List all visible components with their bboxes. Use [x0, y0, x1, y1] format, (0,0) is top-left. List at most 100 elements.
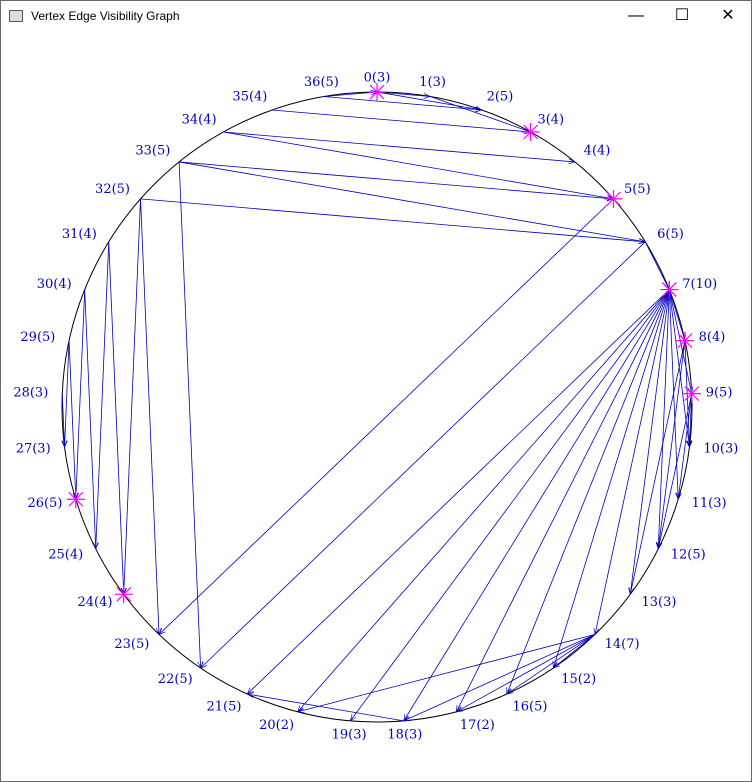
node-label: 25(4): [48, 548, 83, 563]
node-label: 35(4): [232, 89, 267, 104]
edge: [644, 241, 669, 290]
minimize-button[interactable]: —: [628, 7, 644, 24]
edge: [658, 289, 670, 549]
edge: [179, 161, 613, 199]
node-label: 28(3): [13, 386, 48, 401]
highlight-star: [682, 384, 701, 403]
edge: [668, 289, 691, 394]
edge: [159, 198, 614, 635]
edge: [595, 289, 670, 635]
edge: [630, 289, 670, 595]
edge: [553, 634, 596, 668]
highlight-star: [675, 331, 694, 350]
highlight-star: [660, 280, 679, 299]
edge: [430, 96, 530, 132]
node-label: 22(5): [158, 672, 193, 687]
node-label: 12(5): [671, 548, 706, 563]
edge: [62, 393, 64, 447]
edge: [350, 289, 670, 721]
close-button[interactable]: ✕: [721, 7, 735, 24]
edge: [179, 161, 645, 242]
boundary-circle: [61, 91, 693, 723]
node-label: 5(5): [624, 182, 651, 197]
edge: [298, 289, 670, 712]
node-label: 29(5): [20, 330, 55, 345]
node-label: 23(5): [114, 637, 149, 652]
edge: [376, 91, 430, 97]
edge: [456, 289, 670, 712]
edge: [456, 634, 596, 711]
edge: [96, 241, 110, 549]
edge: [678, 393, 693, 500]
node-label: 30(4): [37, 277, 72, 292]
node-label: 1(3): [419, 75, 446, 90]
edge: [630, 340, 686, 595]
edge: [76, 289, 86, 500]
node-label: 24(4): [78, 595, 113, 610]
node-label: 3(4): [537, 112, 564, 127]
node-label: 2(5): [487, 89, 514, 104]
app-icon: [9, 10, 23, 22]
node-label: 17(2): [460, 718, 495, 733]
edge: [507, 634, 596, 694]
maximize-button[interactable]: ☐: [674, 7, 690, 24]
edge: [140, 198, 646, 242]
edge: [247, 289, 670, 694]
edge: [404, 634, 596, 722]
edge: [84, 289, 96, 549]
node-label: 34(4): [182, 112, 217, 127]
node-label: 10(3): [703, 441, 738, 456]
node-label: 9(5): [706, 386, 733, 401]
edge: [404, 289, 670, 721]
edge: [223, 131, 575, 162]
node-label: 32(5): [95, 182, 130, 197]
node-label: 7(10): [682, 277, 717, 292]
node-label: 18(3): [387, 727, 422, 742]
window-controls: — ☐ ✕: [613, 1, 751, 31]
edge: [223, 131, 613, 199]
graph: 0(3) 1(3) 2(5) 3(4) 4(4) 5(5) 6(5) 7(10) 8(4) 9(5…: [13, 71, 738, 743]
highlight-star: [604, 189, 623, 208]
edge: [247, 694, 404, 722]
node-label: 31(4): [62, 227, 97, 242]
edge: [553, 289, 670, 668]
highlight-star: [114, 585, 133, 604]
edge: [298, 634, 596, 711]
node-label: 6(5): [657, 227, 684, 242]
highlight-star: [521, 123, 540, 142]
edge: [201, 241, 646, 668]
edge: [108, 241, 124, 594]
node-label: 20(2): [259, 718, 294, 733]
node-label: 4(4): [584, 144, 611, 159]
edge: [68, 340, 76, 500]
window-title: Vertex Edge Visibility Graph: [31, 9, 180, 23]
node-label: 21(5): [207, 699, 242, 714]
edge: [124, 198, 141, 594]
edge: [658, 340, 686, 549]
edge: [272, 109, 531, 132]
node-label: 26(5): [27, 496, 62, 511]
highlight-star: [66, 490, 85, 509]
edge: [65, 340, 70, 447]
edge: [376, 91, 482, 110]
edge: [658, 393, 693, 549]
node-label: 16(5): [513, 699, 548, 714]
node-label: 0(3): [364, 71, 391, 86]
title-bar: Vertex Edge Visibility Graph — ☐ ✕: [1, 1, 751, 31]
node-label: 14(7): [605, 637, 640, 652]
edge: [323, 96, 482, 110]
node-label: 33(5): [135, 144, 170, 159]
node-label: 8(4): [699, 330, 726, 345]
node-label: 15(2): [561, 672, 596, 687]
edge: [178, 161, 200, 668]
edge: [140, 198, 160, 635]
highlight-star: [368, 83, 386, 101]
node-label: 11(3): [692, 496, 727, 511]
node-label: 13(3): [642, 595, 677, 610]
edge: [506, 289, 670, 694]
edge: [323, 92, 377, 97]
node-label: 27(3): [16, 441, 51, 456]
node-label: 36(5): [304, 75, 339, 90]
node-label: 19(3): [332, 727, 367, 742]
